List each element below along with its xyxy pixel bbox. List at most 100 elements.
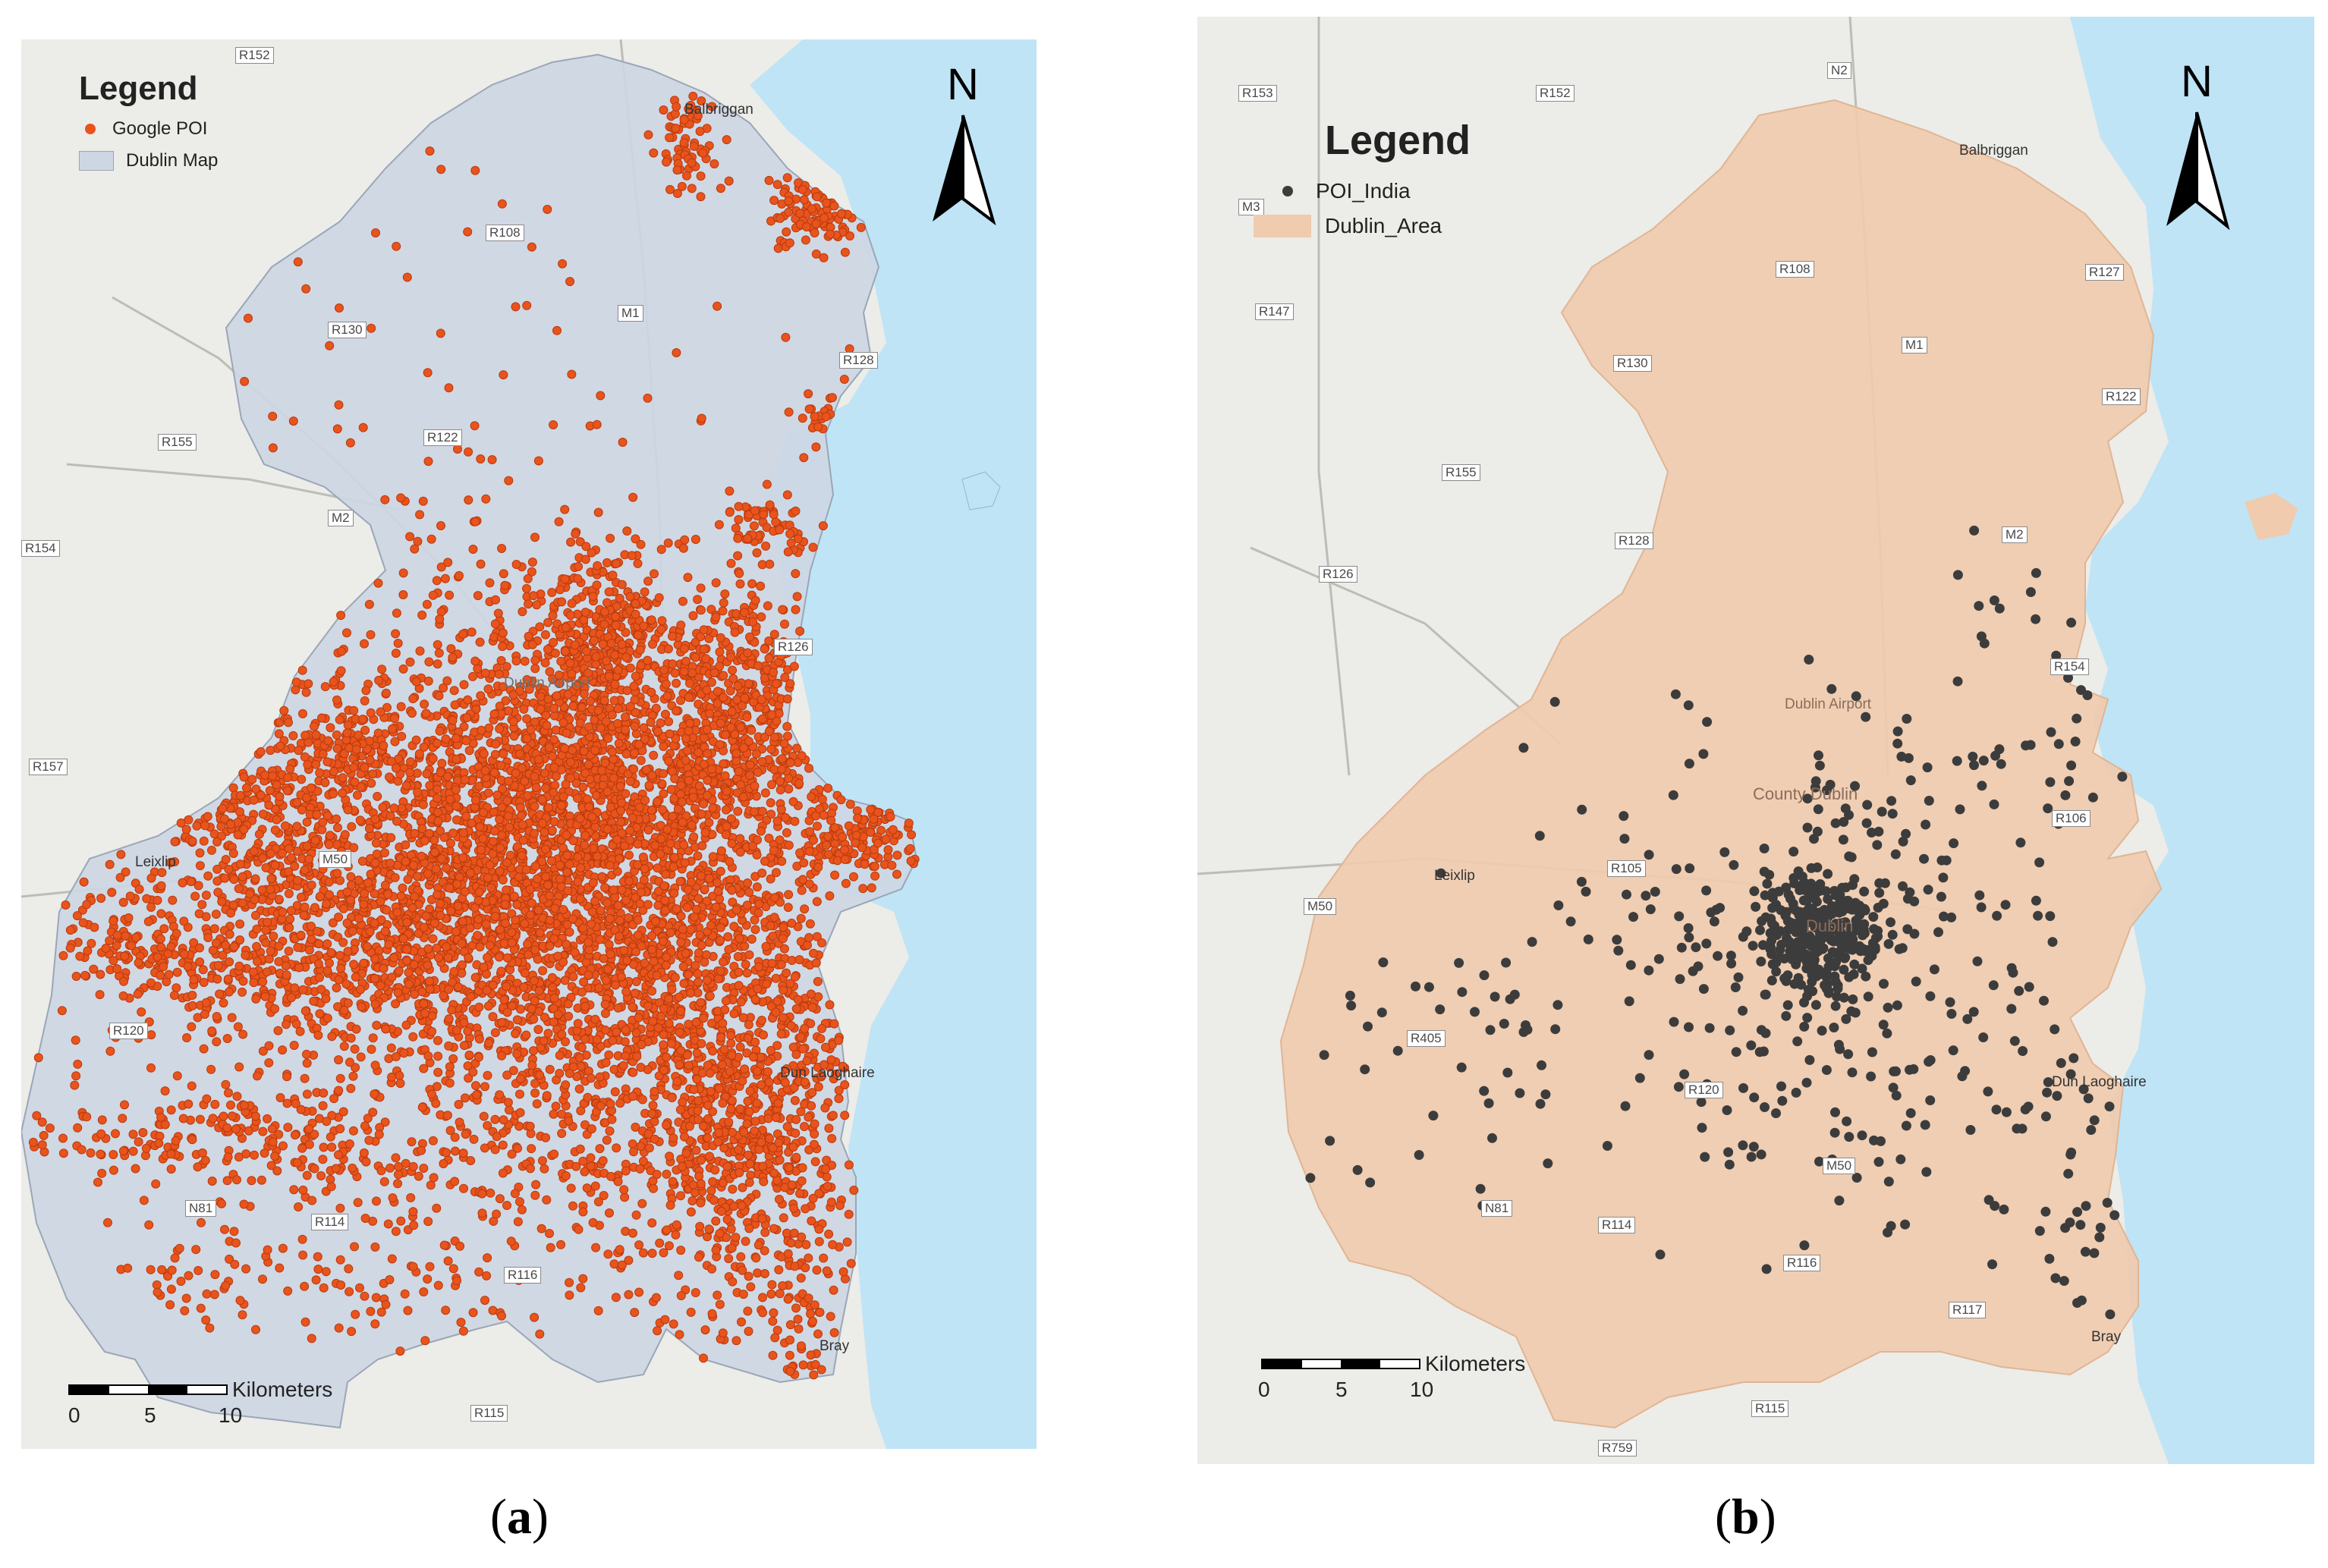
poi-point [722,805,731,815]
poi-point [522,734,532,743]
poi-point [562,850,572,860]
poi-point [509,731,519,741]
poi-point [656,545,666,555]
poi-point [285,914,295,924]
poi-point [580,1001,590,1011]
poi-point [669,888,679,898]
poi-point [499,569,508,579]
poi-point [472,1090,482,1100]
poi-point [346,872,356,881]
poi-point [538,966,548,976]
poi-point [612,1027,621,1037]
poi-point [408,1032,418,1042]
poi-point [801,1204,810,1214]
poi-point [445,838,455,848]
poi-point [634,803,644,812]
poi-point [684,1061,694,1070]
poi-point [689,832,699,842]
poi-point [495,866,505,876]
poi-point [436,607,446,617]
poi-point [433,659,442,669]
poi-point [428,590,438,600]
poi-point [606,1099,615,1109]
poi-point [790,972,800,982]
poi-point [479,1111,489,1121]
poi-point [608,1035,618,1045]
poi-point [568,972,578,982]
poi-point [520,777,530,786]
poi-point [679,979,689,988]
poi-point [372,849,382,859]
poi-point [638,1248,648,1258]
poi-point [633,915,643,925]
poi-point [485,941,495,951]
poi-point [647,986,657,996]
poi-point [443,558,453,567]
poi-point [665,928,675,938]
poi-point [370,1061,380,1070]
poi-point [461,812,471,821]
poi-point [644,781,654,790]
poi-point [706,677,716,687]
poi-point [558,905,568,914]
poi-point [808,1193,818,1203]
poi-point [721,830,731,840]
poi-point [703,790,712,800]
poi-point [518,820,527,830]
poi-point [692,1074,702,1084]
poi-point [442,942,451,951]
poi-point [652,970,662,980]
poi-point [228,849,238,858]
poi-point [716,866,725,876]
poi-point [504,776,514,786]
poi-point [621,1051,631,1061]
poi-point [278,1045,288,1055]
poi-point [684,1121,694,1131]
poi-point [825,1000,835,1010]
poi-point [606,803,615,812]
poi-point [656,718,665,727]
poi-point [669,1319,678,1329]
poi-point [640,958,650,968]
poi-point [533,1025,543,1035]
poi-point [432,1203,442,1213]
poi-point [573,793,582,803]
poi-point [345,1057,354,1067]
poi-point [561,1037,570,1047]
map-canvas-a [21,39,1037,1449]
poi-point [381,688,391,698]
poi-point [301,687,311,697]
poi-point [121,867,131,877]
poi-point [529,1014,539,1024]
poi-point [675,1060,684,1070]
poi-point [547,825,557,835]
poi-point [484,723,494,733]
poi-point [300,752,310,762]
poi-point [632,1051,642,1061]
poi-point [364,599,374,609]
poi-point [675,790,685,799]
poi-point [326,723,335,733]
poi-point [597,872,607,881]
poi-point [783,903,793,913]
poi-point [662,1120,671,1130]
poi-point [421,911,431,921]
poi-point [562,728,571,738]
poi-point [474,1267,484,1277]
poi-point [523,573,533,583]
poi-point [605,1208,614,1218]
poi-point [658,936,668,946]
poi-point [849,1186,859,1195]
poi-point [725,486,735,496]
poi-point [649,750,659,760]
poi-point [706,1186,716,1196]
poi-point [656,834,666,844]
poi-point [670,774,680,784]
poi-point [558,718,568,727]
poi-point [713,886,723,896]
poi-point [787,919,797,928]
poi-point [587,1124,596,1134]
poi-point [671,1230,681,1240]
poi-point [335,1073,345,1083]
poi-point [421,709,431,718]
